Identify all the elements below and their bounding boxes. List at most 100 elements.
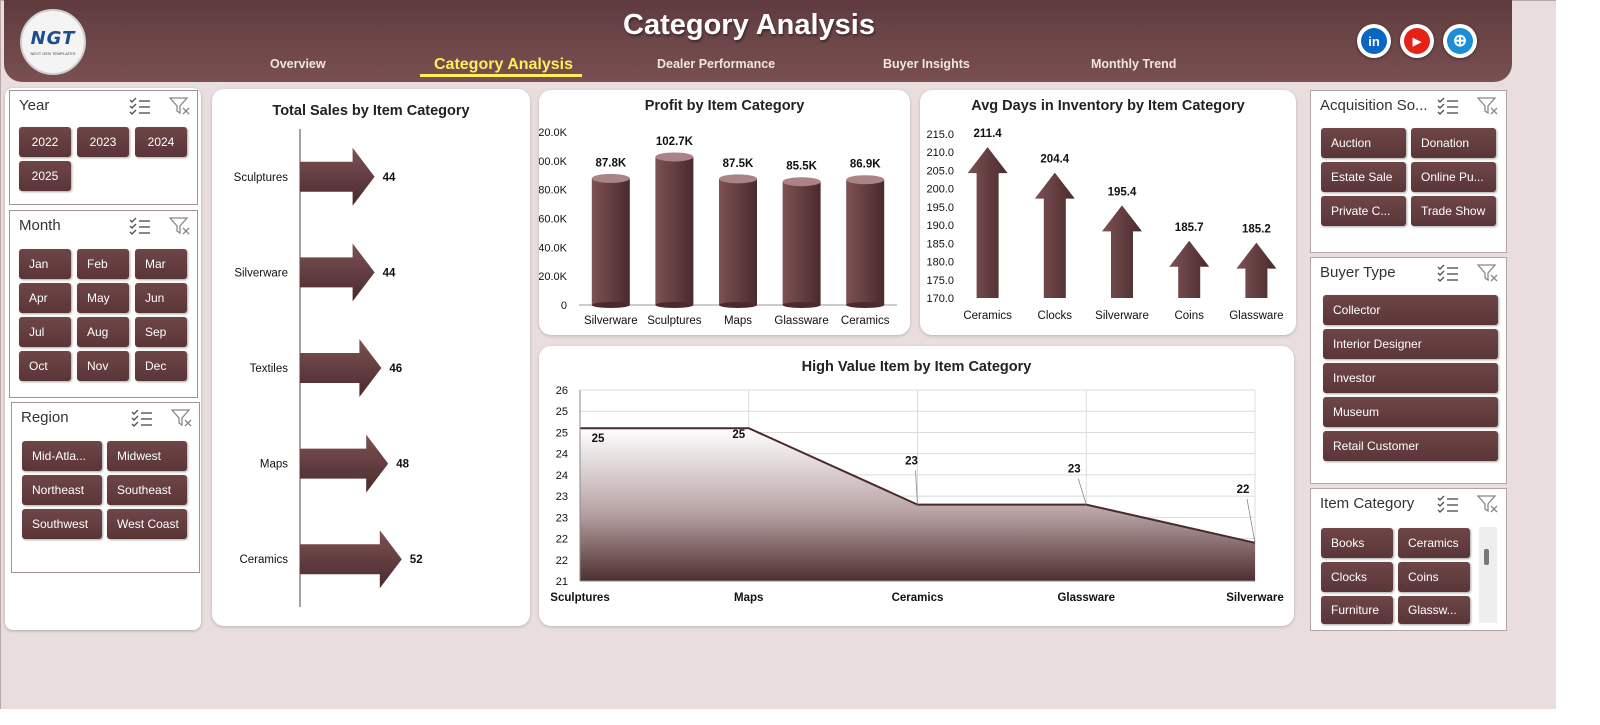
- tab-buyer-insights[interactable]: Buyer Insights: [883, 57, 970, 71]
- month-jul-button[interactable]: Jul: [19, 317, 71, 347]
- year-2022-button[interactable]: 2022: [19, 127, 71, 157]
- days-tick-label: 170.0: [926, 293, 954, 305]
- profit-bar-base: [591, 302, 630, 308]
- month-jan-button[interactable]: Jan: [19, 249, 71, 279]
- acq-private-button[interactable]: Private C...: [1321, 196, 1406, 226]
- profit-bar-top: [782, 177, 821, 187]
- region-northeast-button[interactable]: Northeast: [22, 475, 102, 505]
- buyer-type-slicer-tools: [1437, 264, 1499, 282]
- clear-filter-icon[interactable]: [169, 97, 191, 115]
- month-feb-button[interactable]: Feb: [77, 249, 129, 279]
- profit-tick-label: 120.0K: [539, 127, 568, 139]
- youtube-icon: ▶: [1404, 28, 1430, 54]
- bottom-strip: [0, 709, 1600, 725]
- clear-filter-icon[interactable]: [169, 217, 191, 235]
- month-may-button[interactable]: May: [77, 283, 129, 313]
- buyer-retail-customer-button[interactable]: Retail Customer: [1323, 431, 1498, 461]
- year-2025-button[interactable]: 2025: [19, 161, 71, 191]
- multi-select-icon[interactable]: [1437, 264, 1459, 282]
- clear-filter-icon[interactable]: [1477, 97, 1499, 115]
- month-nov-button[interactable]: Nov: [77, 351, 129, 381]
- cat-books-button[interactable]: Books: [1321, 528, 1393, 558]
- profit-bar-base: [719, 302, 757, 308]
- acq-auction-button[interactable]: Auction: [1321, 128, 1406, 158]
- multi-select-icon[interactable]: [131, 409, 153, 427]
- sales-value-label: 44: [383, 172, 396, 184]
- month-apr-button[interactable]: Apr: [19, 283, 71, 313]
- hv-category-label: Silverware: [1226, 592, 1284, 604]
- cat-coins-button[interactable]: Coins: [1398, 562, 1470, 592]
- acq-trade-show-button[interactable]: Trade Show: [1411, 196, 1496, 226]
- buyer-investor-button[interactable]: Investor: [1323, 363, 1498, 393]
- globe-icon: ⊕: [1447, 28, 1473, 54]
- profit-category-label: Silverware: [584, 315, 638, 327]
- cat-furniture-button[interactable]: Furniture: [1321, 596, 1393, 624]
- year-slicer-tools: [129, 97, 191, 115]
- profit-value-label: 86.9K: [850, 159, 881, 171]
- sales-arrow-textiles: [300, 339, 382, 397]
- clear-filter-icon[interactable]: [1477, 264, 1499, 282]
- year-2023-button[interactable]: 2023: [77, 127, 129, 157]
- sales-category-label: Textiles: [250, 363, 289, 375]
- total-sales-card: Total Sales by Item Category Sculptures 4…: [212, 89, 530, 626]
- buyer-museum-button[interactable]: Museum: [1323, 397, 1498, 427]
- hv-tick-label: 25: [556, 406, 568, 418]
- hv-value-label: 25: [732, 429, 745, 441]
- multi-select-icon[interactable]: [129, 97, 151, 115]
- tab-overview[interactable]: Overview: [270, 57, 326, 71]
- acquisition-slicer-tools: [1437, 97, 1499, 115]
- multi-select-icon[interactable]: [129, 217, 151, 235]
- multi-select-icon[interactable]: [1437, 495, 1459, 513]
- buyer-collector-button[interactable]: Collector: [1323, 295, 1498, 325]
- hv-leader-line: [1246, 498, 1256, 543]
- month-slicer-tools: [129, 217, 191, 235]
- tab-monthly-trend[interactable]: Monthly Trend: [1091, 57, 1177, 71]
- sales-arrow-silverware: [300, 243, 375, 302]
- region-midwest-button[interactable]: Midwest: [107, 441, 187, 471]
- days-value-label: 185.7: [1175, 222, 1204, 234]
- region-southwest-button[interactable]: Southwest: [22, 509, 102, 539]
- website-button[interactable]: ⊕: [1443, 24, 1477, 58]
- acq-donation-button[interactable]: Donation: [1411, 128, 1496, 158]
- linkedin-button[interactable]: in: [1357, 24, 1391, 58]
- profit-value-label: 87.5K: [723, 158, 754, 170]
- month-oct-button[interactable]: Oct: [19, 351, 71, 381]
- item-category-scrollbar[interactable]: [1479, 527, 1497, 623]
- region-west-coast-button[interactable]: West Coast: [107, 509, 187, 539]
- avg-days-title: Avg Days in Inventory by Item Category: [971, 98, 1245, 114]
- sales-value-label: 48: [396, 459, 409, 471]
- days-arrow-glassware: [1236, 242, 1277, 298]
- profit-tick-label: 80.0K: [539, 185, 568, 197]
- year-2024-button[interactable]: 2024: [135, 127, 187, 157]
- month-sep-button[interactable]: Sep: [135, 317, 187, 347]
- buyer-interior-designer-button[interactable]: Interior Designer: [1323, 329, 1498, 359]
- profit-bar-maps: [719, 178, 757, 305]
- region-southeast-button[interactable]: Southeast: [107, 475, 187, 505]
- acq-estate-sale-button[interactable]: Estate Sale: [1321, 162, 1406, 192]
- cat-clocks-button[interactable]: Clocks: [1321, 562, 1393, 592]
- month-jun-button[interactable]: Jun: [135, 283, 187, 313]
- month-dec-button[interactable]: Dec: [135, 351, 187, 381]
- tab-category-analysis[interactable]: Category Analysis: [434, 56, 574, 73]
- month-aug-button[interactable]: Aug: [77, 317, 129, 347]
- cat-glassware-button[interactable]: Glassw...: [1398, 596, 1470, 624]
- clear-filter-icon[interactable]: [171, 409, 193, 427]
- clear-filter-icon[interactable]: [1477, 495, 1499, 513]
- logo-subtitle: NEXT GEN TEMPLATES: [30, 51, 76, 56]
- days-value-label: 204.4: [1040, 154, 1069, 166]
- profit-value-label: 87.8K: [595, 157, 626, 169]
- tab-dealer-performance[interactable]: Dealer Performance: [657, 57, 776, 71]
- profit-tick-label: 40.0K: [539, 242, 568, 254]
- profit-bar-top: [591, 173, 630, 183]
- hv-value-label: 23: [905, 456, 918, 468]
- multi-select-icon[interactable]: [1437, 97, 1459, 115]
- company-logo: NGT NEXT GEN TEMPLATES: [20, 9, 86, 75]
- region-mid-atlantic-button[interactable]: Mid-Atla...: [22, 441, 102, 471]
- hv-category-label: Sculptures: [550, 592, 609, 604]
- cat-ceramics-button[interactable]: Ceramics: [1398, 528, 1470, 558]
- sales-arrow-maps: [300, 434, 389, 493]
- acq-online-button[interactable]: Online Pu...: [1411, 162, 1496, 192]
- item-category-scroll-thumb[interactable]: [1484, 549, 1489, 565]
- month-mar-button[interactable]: Mar: [135, 249, 187, 279]
- youtube-button[interactable]: ▶: [1400, 24, 1434, 58]
